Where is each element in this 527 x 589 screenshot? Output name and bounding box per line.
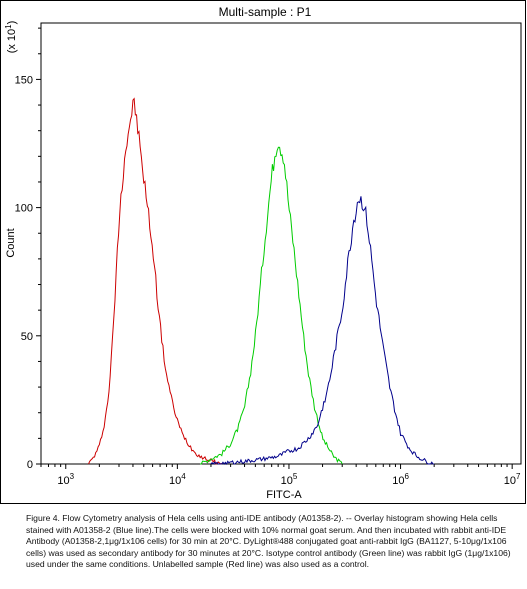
series-layer [88,97,435,465]
x-tick-exponent: 4 [181,472,186,481]
x-tick-exponent: 7 [516,472,521,481]
x-tick-exponent: 6 [404,472,409,481]
series-line-3 [210,196,435,465]
series-line-1 [88,97,223,465]
figure-panel: Multi-sample : P1 (x 101) Count FITC-A 0… [0,0,526,504]
y-axis: 0 50 100 150 [15,27,41,471]
x-tick-label: 105 [281,472,298,487]
y-tick-label: 50 [21,331,33,343]
chart-title: Multi-sample : P1 [219,5,312,19]
x-tick-exponent: 3 [70,472,75,481]
series-line-2 [200,146,343,465]
y-multiplier-label: (x 101) [4,21,19,54]
x-tick-label: 106 [392,472,409,487]
y-multiplier-exponent: 1 [4,24,13,29]
x-axis-label: FITC-A [266,489,302,501]
x-tick-exponent: 5 [293,472,298,481]
histogram-chart: Multi-sample : P1 (x 101) Count FITC-A 0… [4,5,522,501]
y-tick-label: 150 [15,74,33,86]
x-tick-label: 107 [504,472,521,487]
x-axis: 103 104 105 106 107 [40,464,521,487]
x-tick-label: 104 [169,472,186,487]
y-tick-label: 100 [15,203,33,215]
plot-area [40,22,522,465]
y-tick-label: 0 [27,459,33,471]
x-tick-label: 103 [57,472,74,487]
y-axis-label: Count [5,228,17,257]
figure-caption: Figure 4. Flow Cytometry analysis of Hel… [26,513,511,570]
